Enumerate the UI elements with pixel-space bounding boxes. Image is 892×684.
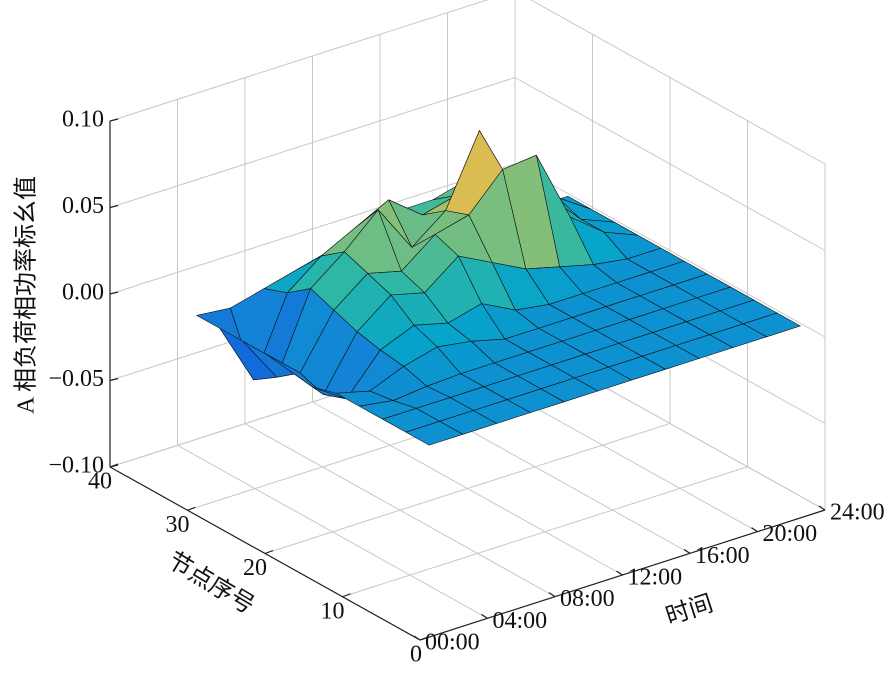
x-tick [616,570,623,576]
grid-line [530,0,826,165]
x-tick [413,635,421,641]
z-axis-label: A 相负荷相功率标幺值 [13,176,40,414]
y-tick [187,506,196,511]
y-tick-label: 10 [321,598,345,624]
surface-face [405,421,464,446]
y-tick-label: 0 [410,642,422,668]
grid-line [109,0,489,122]
x-tick-label: 16:00 [695,543,750,569]
x-tick-label: 08:00 [560,586,615,612]
z-tick-label: 0.05 [62,193,104,219]
z-tick-label: 0.00 [62,280,104,306]
x-tick-label: 20:00 [763,521,818,547]
grid-line [109,77,516,208]
grid-line [264,423,671,554]
y-tick-label: 40 [88,469,112,495]
y-tick [264,549,274,555]
z-tick-label: −0.05 [48,366,104,392]
x-tick [751,527,758,533]
y-tick-label: 30 [166,512,190,538]
y-tick-label: 20 [243,555,267,581]
grid-line [109,163,516,295]
x-axis-label: 时间 [662,590,716,631]
x-tick [481,613,488,619]
x-tick [683,548,691,554]
z-tick [109,291,119,295]
grid-line [514,77,826,251]
z-tick [109,377,119,382]
grid-line [342,466,748,598]
x-tick [548,592,556,598]
x-tick-label: 12:00 [628,565,683,591]
x-tick [818,505,826,511]
x-tick-label: 04:00 [493,608,548,634]
x-tick-label: 24:00 [830,500,885,526]
x-tick-label: 00:00 [425,630,480,656]
y-tick [419,636,429,641]
grid-line [514,163,826,338]
z-tick-label: 0.10 [62,107,104,133]
y-tick [109,463,119,468]
z-tick [109,118,119,122]
z-tick-label: −0.10 [48,453,104,479]
y-tick [342,593,351,598]
z-tick [109,204,119,209]
